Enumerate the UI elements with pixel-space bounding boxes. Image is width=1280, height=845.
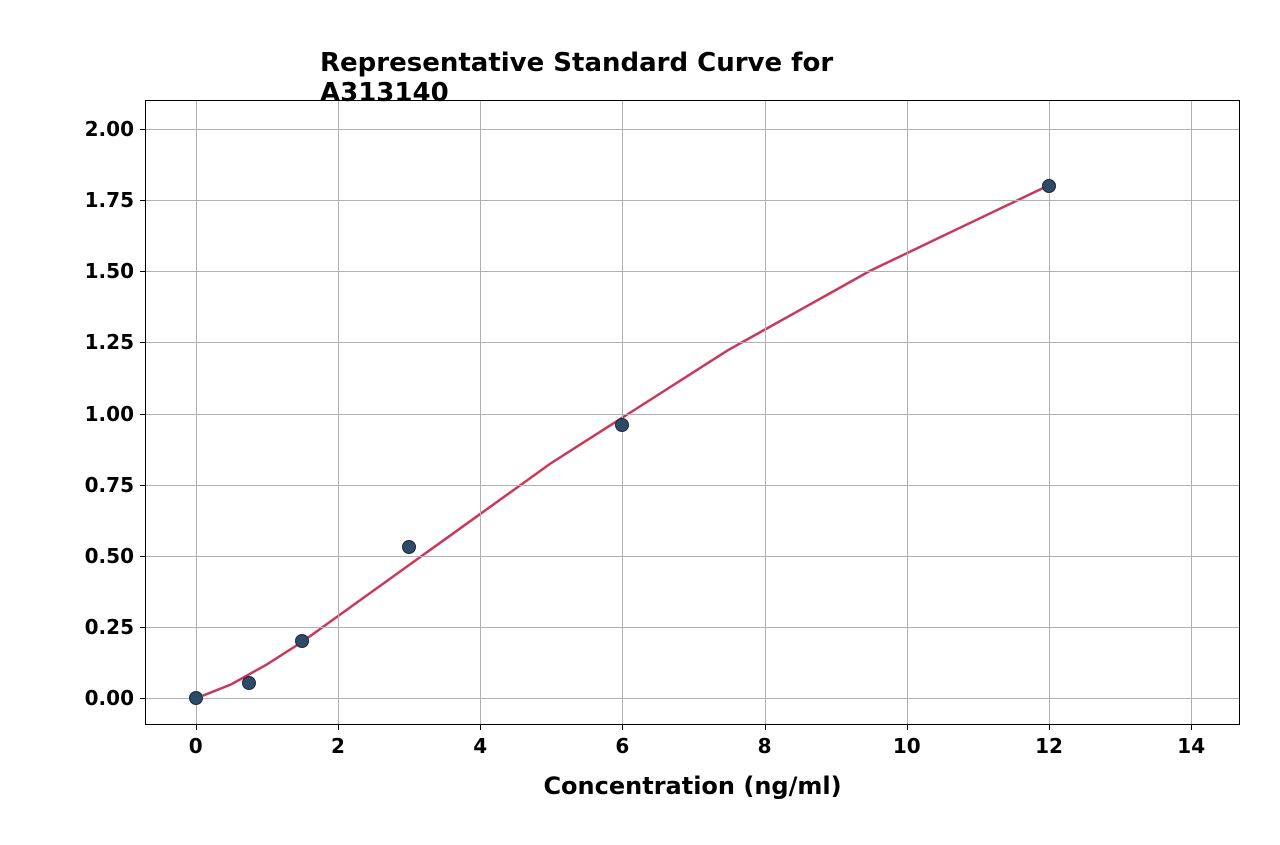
x-tick-label: 0 bbox=[189, 734, 203, 758]
grid-line-horizontal bbox=[146, 556, 1239, 557]
grid-line-vertical bbox=[1049, 101, 1050, 724]
x-tick bbox=[1191, 724, 1192, 730]
y-tick bbox=[140, 271, 146, 272]
y-tick bbox=[140, 698, 146, 699]
y-tick bbox=[140, 414, 146, 415]
grid-line-horizontal bbox=[146, 271, 1239, 272]
grid-line-horizontal bbox=[146, 627, 1239, 628]
x-tick bbox=[1049, 724, 1050, 730]
grid-line-vertical bbox=[1191, 101, 1192, 724]
grid-line-horizontal bbox=[146, 698, 1239, 699]
y-tick bbox=[140, 485, 146, 486]
x-tick-label: 12 bbox=[1035, 734, 1063, 758]
curve-svg bbox=[146, 101, 1239, 724]
data-point bbox=[189, 691, 203, 705]
chart-container: Representative Standard Curve for A31314… bbox=[0, 0, 1280, 845]
x-tick-label: 10 bbox=[893, 734, 921, 758]
y-tick bbox=[140, 627, 146, 628]
y-tick-label: 2.00 bbox=[85, 117, 134, 141]
grid-line-horizontal bbox=[146, 485, 1239, 486]
x-tick bbox=[338, 724, 339, 730]
x-tick bbox=[622, 724, 623, 730]
grid-line-horizontal bbox=[146, 129, 1239, 130]
y-tick-label: 1.00 bbox=[85, 402, 134, 426]
data-point bbox=[242, 676, 256, 690]
x-tick bbox=[765, 724, 766, 730]
grid-line-horizontal bbox=[146, 414, 1239, 415]
data-point bbox=[295, 634, 309, 648]
y-tick bbox=[140, 556, 146, 557]
y-tick bbox=[140, 342, 146, 343]
plot-area: Concentration (ng/ml) Absorbance (450nm)… bbox=[145, 100, 1240, 725]
y-tick-label: 0.50 bbox=[85, 544, 134, 568]
data-point bbox=[402, 540, 416, 554]
grid-line-vertical bbox=[765, 101, 766, 724]
chart-title: Representative Standard Curve for A31314… bbox=[320, 48, 960, 108]
x-tick-label: 4 bbox=[473, 734, 487, 758]
x-axis-label: Concentration (ng/ml) bbox=[543, 772, 841, 800]
grid-line-vertical bbox=[480, 101, 481, 724]
y-tick-label: 0.75 bbox=[85, 473, 134, 497]
x-tick-label: 8 bbox=[758, 734, 772, 758]
y-tick-label: 1.75 bbox=[85, 188, 134, 212]
y-tick bbox=[140, 129, 146, 130]
y-tick bbox=[140, 200, 146, 201]
data-point bbox=[615, 418, 629, 432]
y-tick-label: 1.25 bbox=[85, 330, 134, 354]
x-tick-label: 2 bbox=[331, 734, 345, 758]
x-tick-label: 6 bbox=[615, 734, 629, 758]
y-tick-label: 0.00 bbox=[85, 686, 134, 710]
grid-line-vertical bbox=[622, 101, 623, 724]
x-tick bbox=[907, 724, 908, 730]
grid-line-vertical bbox=[196, 101, 197, 724]
data-point bbox=[1042, 179, 1056, 193]
grid-line-horizontal bbox=[146, 342, 1239, 343]
grid-line-vertical bbox=[338, 101, 339, 724]
x-tick-label: 14 bbox=[1177, 734, 1205, 758]
y-tick-label: 0.25 bbox=[85, 615, 134, 639]
grid-line-horizontal bbox=[146, 200, 1239, 201]
x-tick bbox=[196, 724, 197, 730]
fitted-curve bbox=[203, 186, 1048, 696]
x-tick bbox=[480, 724, 481, 730]
grid-line-vertical bbox=[907, 101, 908, 724]
y-tick-label: 1.50 bbox=[85, 259, 134, 283]
